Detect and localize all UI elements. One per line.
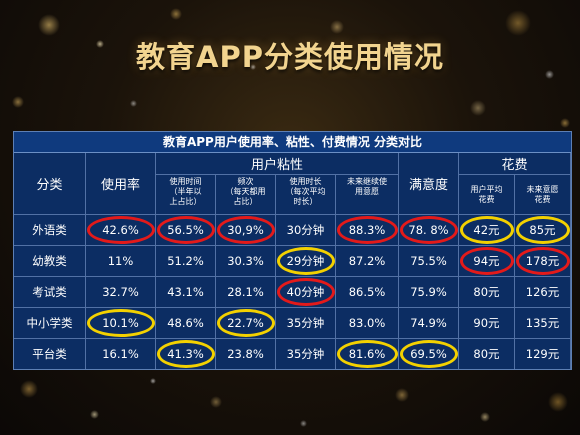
bokeh-dot bbox=[130, 100, 137, 107]
cell-frequency: 30,9% bbox=[216, 215, 276, 246]
bokeh-dot bbox=[90, 410, 99, 419]
cell-future-spend: 178元 bbox=[515, 246, 571, 277]
cell-future-spend: 85元 bbox=[515, 215, 571, 246]
cell-category: 平台类 bbox=[14, 339, 86, 369]
bokeh-dot bbox=[38, 14, 60, 36]
bokeh-dot bbox=[330, 20, 344, 34]
cell-duration: 40分钟 bbox=[276, 277, 336, 308]
header-duration: 使用时长 （每次平均 时长） bbox=[276, 175, 336, 215]
cell-avg-spend: 80元 bbox=[459, 277, 515, 308]
header-stickiness: 用户粘性 bbox=[156, 153, 399, 175]
cell-usage-rate: 11% bbox=[86, 246, 156, 277]
bokeh-dot bbox=[210, 396, 222, 408]
bokeh-dot bbox=[548, 392, 568, 412]
cell-usage-time: 41.3% bbox=[156, 339, 216, 369]
bokeh-dot bbox=[505, 10, 531, 36]
header-future-spend: 未来意愿 花费 bbox=[515, 175, 571, 215]
cell-duration: 30分钟 bbox=[276, 215, 336, 246]
cell-frequency: 28.1% bbox=[216, 277, 276, 308]
cell-satisfaction: 69.5% bbox=[399, 339, 459, 369]
cell-frequency: 23.8% bbox=[216, 339, 276, 369]
cell-avg-spend: 80元 bbox=[459, 339, 515, 369]
cell-avg-spend: 94元 bbox=[459, 246, 515, 277]
bokeh-dot bbox=[12, 96, 24, 108]
bokeh-dot bbox=[300, 420, 307, 427]
cell-future-spend: 129元 bbox=[515, 339, 571, 369]
cell-usage-rate: 16.1% bbox=[86, 339, 156, 369]
cell-avg-spend: 42元 bbox=[459, 215, 515, 246]
comparison-table: 教育APP用户使用率、粘性、付费情况 分类对比 分类 使用率 用户粘性 满意度 … bbox=[13, 131, 572, 370]
bokeh-dot bbox=[480, 412, 490, 422]
cell-usage-time: 48.6% bbox=[156, 308, 216, 339]
table-title: 教育APP用户使用率、粘性、付费情况 分类对比 bbox=[14, 132, 571, 153]
cell-continue-intent: 83.0% bbox=[336, 308, 399, 339]
bokeh-dot bbox=[20, 380, 38, 398]
table-grid: 分类 使用率 用户粘性 满意度 花费 使用时间 （半年以 上占比） 频次 （每天… bbox=[14, 153, 571, 369]
cell-continue-intent: 88.3% bbox=[336, 215, 399, 246]
cell-frequency: 30.3% bbox=[216, 246, 276, 277]
cell-category: 中小学类 bbox=[14, 308, 86, 339]
cell-usage-rate: 32.7% bbox=[86, 277, 156, 308]
header-category: 分类 bbox=[14, 153, 86, 215]
bokeh-dot bbox=[560, 118, 570, 128]
cell-avg-spend: 90元 bbox=[459, 308, 515, 339]
header-avg-spend: 用户平均 花费 bbox=[459, 175, 515, 215]
cell-duration: 35分钟 bbox=[276, 308, 336, 339]
cell-satisfaction: 75.5% bbox=[399, 246, 459, 277]
header-usage-time: 使用时间 （半年以 上占比） bbox=[156, 175, 216, 215]
cell-category: 考试类 bbox=[14, 277, 86, 308]
cell-satisfaction: 75.9% bbox=[399, 277, 459, 308]
header-usage-rate: 使用率 bbox=[86, 153, 156, 215]
cell-continue-intent: 81.6% bbox=[336, 339, 399, 369]
cell-category: 外语类 bbox=[14, 215, 86, 246]
cell-duration: 29分钟 bbox=[276, 246, 336, 277]
bokeh-dot bbox=[470, 100, 486, 116]
cell-frequency: 22.7% bbox=[216, 308, 276, 339]
cell-usage-rate: 10.1% bbox=[86, 308, 156, 339]
bokeh-dot bbox=[395, 388, 409, 402]
cell-usage-time: 51.2% bbox=[156, 246, 216, 277]
page-title: 教育APP分类使用情况 bbox=[136, 40, 444, 74]
header-frequency: 频次 （每天都用 占比） bbox=[216, 175, 276, 215]
cell-satisfaction: 78. 8% bbox=[399, 215, 459, 246]
cell-continue-intent: 86.5% bbox=[336, 277, 399, 308]
cell-satisfaction: 74.9% bbox=[399, 308, 459, 339]
cell-future-spend: 126元 bbox=[515, 277, 571, 308]
cell-usage-time: 56.5% bbox=[156, 215, 216, 246]
header-satisfaction: 满意度 bbox=[399, 153, 459, 215]
header-spending: 花费 bbox=[459, 153, 571, 175]
cell-duration: 35分钟 bbox=[276, 339, 336, 369]
cell-future-spend: 135元 bbox=[515, 308, 571, 339]
cell-usage-rate: 42.6% bbox=[86, 215, 156, 246]
header-continue-intent: 未来继续使 用意愿 bbox=[336, 175, 399, 215]
bokeh-dot bbox=[150, 378, 156, 384]
cell-category: 幼教类 bbox=[14, 246, 86, 277]
cell-continue-intent: 87.2% bbox=[336, 246, 399, 277]
cell-usage-time: 43.1% bbox=[156, 277, 216, 308]
bokeh-dot bbox=[170, 8, 182, 20]
